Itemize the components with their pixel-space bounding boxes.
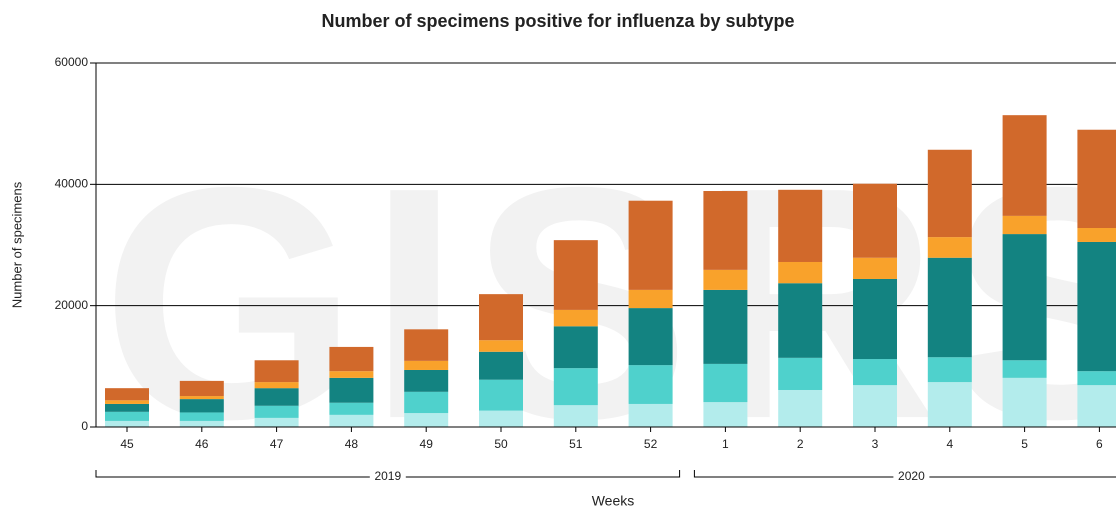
bar-segment <box>927 237 972 258</box>
bar-segment <box>479 340 523 352</box>
bar-segment <box>105 403 149 412</box>
bar-segment <box>254 382 299 389</box>
bar-segment <box>927 357 972 383</box>
bar-segment <box>179 420 224 427</box>
bar-segment <box>853 385 897 427</box>
bar-segment <box>404 413 449 427</box>
bar-segment <box>1077 129 1116 229</box>
group-bracket <box>693 470 1116 478</box>
bar-segment <box>703 363 748 403</box>
bar-segment <box>628 200 673 290</box>
bar-segment <box>1077 228 1116 242</box>
bar-segment <box>628 403 673 427</box>
bar-segment <box>853 278 897 360</box>
bar-segment <box>329 346 374 372</box>
x-tick-label: 47 <box>270 437 284 451</box>
bar-segment <box>927 382 972 427</box>
chart-title: Number of specimens positive for influen… <box>321 11 794 31</box>
bar-segment <box>179 399 224 413</box>
bar-segment <box>105 411 149 421</box>
bar-segment <box>1002 377 1047 427</box>
bar-segment <box>404 360 449 370</box>
bar-segment <box>703 289 748 364</box>
bar-segment <box>553 405 598 427</box>
bar-segment <box>479 379 523 411</box>
bar-segment <box>254 360 299 383</box>
bar-segment <box>927 257 972 358</box>
bar-segment <box>703 269 748 290</box>
bar-segment <box>853 257 897 279</box>
bar-segment <box>329 371 374 378</box>
bar-segment <box>703 402 748 427</box>
bar-segment <box>329 414 374 427</box>
x-tick-label: 50 <box>494 437 508 451</box>
bar-segment <box>628 289 673 309</box>
bar-segment <box>1077 385 1116 427</box>
bar-segment <box>778 389 823 427</box>
x-tick-label: 49 <box>420 437 434 451</box>
bar-segment <box>479 351 523 380</box>
bar-segment <box>404 369 449 392</box>
bar-segment <box>105 400 149 404</box>
bar-segment <box>853 183 897 258</box>
y-tick-label: 20000 <box>55 298 89 312</box>
x-tick-label: 1 <box>722 437 729 451</box>
group-bracket <box>95 470 681 478</box>
bar-segment <box>778 189 823 262</box>
x-tick-label: 5 <box>1021 437 1028 451</box>
bar-segment <box>553 368 598 406</box>
bar-segment <box>329 402 374 415</box>
y-axis-label: Number of specimens <box>9 181 24 308</box>
bar-segment <box>778 261 823 284</box>
bar-segment <box>254 417 299 427</box>
x-tick-label: 3 <box>872 437 879 451</box>
y-tick-label: 40000 <box>55 177 89 191</box>
bar-segment <box>254 388 299 406</box>
bar-segment <box>927 149 972 238</box>
x-tick-label: 2 <box>797 437 804 451</box>
bar-segment <box>553 326 598 369</box>
bar-segment <box>553 309 598 327</box>
bar-segment <box>404 391 449 414</box>
x-tick-label: 6 <box>1096 437 1103 451</box>
bar-segment <box>105 388 149 401</box>
bar-segment <box>404 329 449 361</box>
x-tick-label: 46 <box>195 437 209 451</box>
x-axis-label: Weeks <box>592 493 635 509</box>
bar-segment <box>778 357 823 390</box>
bar-segment <box>1077 371 1116 386</box>
bar-segment <box>179 380 224 397</box>
bar-segment <box>778 283 823 358</box>
group-label: 2020 <box>898 469 925 483</box>
y-tick-label: 0 <box>81 419 88 433</box>
bar-segment <box>105 420 149 427</box>
y-tick-label: 60000 <box>55 55 89 69</box>
bar-segment <box>254 405 299 418</box>
bar-segment <box>329 377 374 403</box>
bar-segment <box>853 359 897 386</box>
bar-segment <box>179 396 224 400</box>
bar-segment <box>553 240 598 310</box>
bar-segment <box>1002 115 1047 216</box>
bar-segment <box>703 191 748 270</box>
bar-segment <box>1002 215 1047 235</box>
bar-segment <box>179 412 224 421</box>
bar-segment <box>628 308 673 366</box>
x-tick-label: 52 <box>644 437 658 451</box>
bar-segment <box>479 294 523 341</box>
x-tick-label: 48 <box>345 437 359 451</box>
bar-segment <box>1077 241 1116 372</box>
x-tick-label: 45 <box>120 437 134 451</box>
bar-segment <box>628 365 673 404</box>
bar-segment <box>1002 234 1047 361</box>
x-tick-label: 51 <box>569 437 583 451</box>
x-tick-label: 4 <box>946 437 953 451</box>
bar-segment <box>479 410 523 427</box>
group-label: 2019 <box>374 469 401 483</box>
bar-segment <box>1002 360 1047 378</box>
